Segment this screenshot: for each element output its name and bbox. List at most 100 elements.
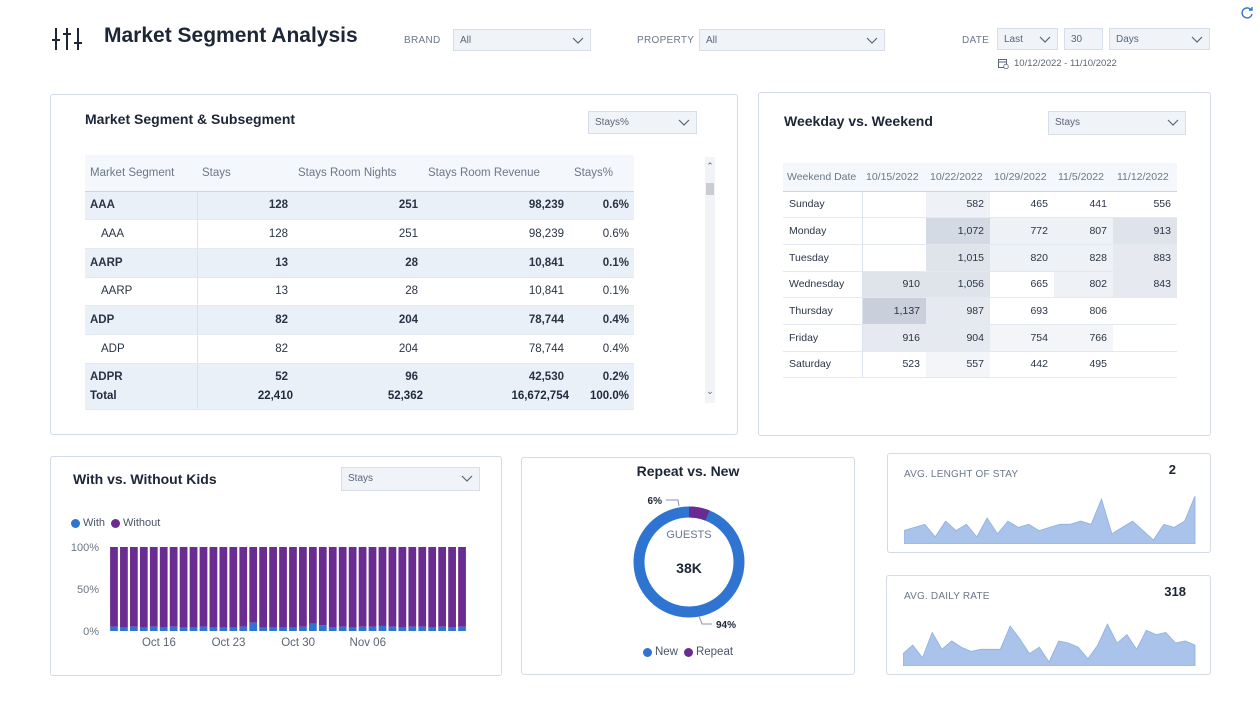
bar-without[interactable] [159,547,168,628]
bar-without[interactable] [289,547,297,628]
column-header[interactable]: Market Segment [85,155,197,192]
table-row[interactable]: Tuesday 1,015 820 828 883 [783,244,1177,272]
bar-without[interactable] [129,547,138,627]
bar-with[interactable] [199,626,208,631]
bar-without[interactable] [448,547,456,628]
table-row[interactable]: ADPR 52 96 42,530 0.2% [85,363,634,410]
bar-with[interactable] [418,626,427,631]
bar-without[interactable] [368,547,377,627]
table-row[interactable]: Friday 916 904 754 766 [783,324,1177,352]
column-header[interactable]: Weekend Date [783,163,862,192]
weekday-metric-select[interactable]: Stays [1048,111,1186,135]
bar-without[interactable] [308,547,317,624]
bar-with[interactable] [408,626,417,631]
scroll-up-icon[interactable]: ⌃ [706,161,714,171]
bar-without[interactable] [110,547,118,627]
bar-with[interactable] [179,627,188,631]
bar-with[interactable] [458,626,466,631]
bar-with[interactable] [289,627,297,631]
bar-without[interactable] [418,547,427,627]
bar-with[interactable] [259,627,268,631]
filter-sliders-icon[interactable] [52,26,82,52]
bar-with[interactable] [139,627,148,631]
brand-filter-select[interactable]: All [453,29,591,51]
bar-with[interactable] [229,627,238,631]
bar-with[interactable] [368,626,377,631]
table-row[interactable]: ADP 82 204 78,744 0.4% [85,334,634,364]
table-row[interactable]: AARP 13 28 10,841 0.1% [85,277,634,307]
bar-without[interactable] [259,547,268,628]
bar-without[interactable] [199,547,208,627]
bar-without[interactable] [388,547,397,627]
bar-without[interactable] [338,547,347,627]
bar-with[interactable] [318,625,327,631]
bar-with[interactable] [299,626,307,631]
bar-without[interactable] [229,547,238,628]
bar-without[interactable] [179,547,188,628]
bar-without[interactable] [318,547,327,626]
bar-without[interactable] [398,547,407,628]
bar-without[interactable] [239,547,248,627]
bar-with[interactable] [249,622,258,631]
date-mode-select[interactable]: Last [997,28,1058,50]
bar-without[interactable] [328,547,337,628]
column-header[interactable]: 10/29/2022 [990,163,1054,192]
table-row[interactable]: Sunday 582 465 441 556 [783,191,1177,219]
bar-with[interactable] [378,625,387,631]
bar-with[interactable] [398,627,407,631]
bar-with[interactable] [338,626,347,631]
column-header[interactable]: Stays Room Revenue [423,155,569,192]
bar-with[interactable] [110,626,118,631]
bar-with[interactable] [438,626,447,631]
bar-without[interactable] [458,547,466,627]
column-header[interactable]: 10/22/2022 [926,163,990,192]
bar-without[interactable] [358,547,367,627]
bar-without[interactable] [279,547,287,628]
bar-with[interactable] [159,627,168,631]
bar-with[interactable] [120,627,128,631]
table-row[interactable]: Wednesday 910 1,056 665 802 843 [783,271,1177,299]
bar-without[interactable] [378,547,387,626]
bar-without[interactable] [348,547,357,628]
bar-with[interactable] [219,627,228,631]
scroll-down-icon[interactable]: ⌄ [706,386,714,396]
column-header[interactable]: 11/12/2022 [1113,163,1177,192]
bar-with[interactable] [239,626,248,631]
kids-metric-select[interactable]: Stays [341,467,480,491]
bar-without[interactable] [169,547,178,627]
bar-with[interactable] [328,627,337,631]
bar-with[interactable] [348,627,357,631]
bar-with[interactable] [428,627,437,631]
bar-without[interactable] [219,547,228,628]
bar-with[interactable] [269,627,277,631]
bar-with[interactable] [308,623,317,631]
bar-without[interactable] [428,547,437,628]
bar-without[interactable] [149,547,158,627]
bar-with[interactable] [448,627,456,631]
bar-without[interactable] [408,547,417,627]
column-header[interactable]: Stays% [569,155,634,192]
bar-without[interactable] [209,547,218,628]
bar-without[interactable] [269,547,277,628]
bar-with[interactable] [189,627,198,631]
column-header[interactable]: 10/15/2022 [862,163,926,192]
table-row[interactable]: AAA 128 251 98,239 0.6% [85,219,634,249]
table-row[interactable]: ADP 82 204 78,744 0.4% [85,305,634,335]
bar-without[interactable] [249,547,258,623]
column-header[interactable]: Stays [197,155,293,192]
table-row[interactable]: Monday 1,072 772 807 913 [783,217,1177,245]
donut-slice-repeat[interactable] [633,506,745,618]
bar-without[interactable] [139,547,148,628]
bar-with[interactable] [169,626,178,631]
refresh-icon[interactable] [1240,6,1254,20]
table-row[interactable]: Saturday 523 557 442 495 [783,351,1177,379]
scrollbar-thumb[interactable] [706,183,714,195]
bar-with[interactable] [209,627,218,631]
bar-without[interactable] [438,547,447,627]
bar-with[interactable] [279,627,287,631]
segment-metric-select[interactable]: Stays% [588,111,697,134]
date-unit-select[interactable]: Days [1109,28,1210,50]
table-row[interactable]: AAA 128 251 98,239 0.6% [85,191,634,221]
table-scrollbar[interactable]: ⌃ ⌄ [705,157,715,403]
bar-with[interactable] [358,626,367,631]
